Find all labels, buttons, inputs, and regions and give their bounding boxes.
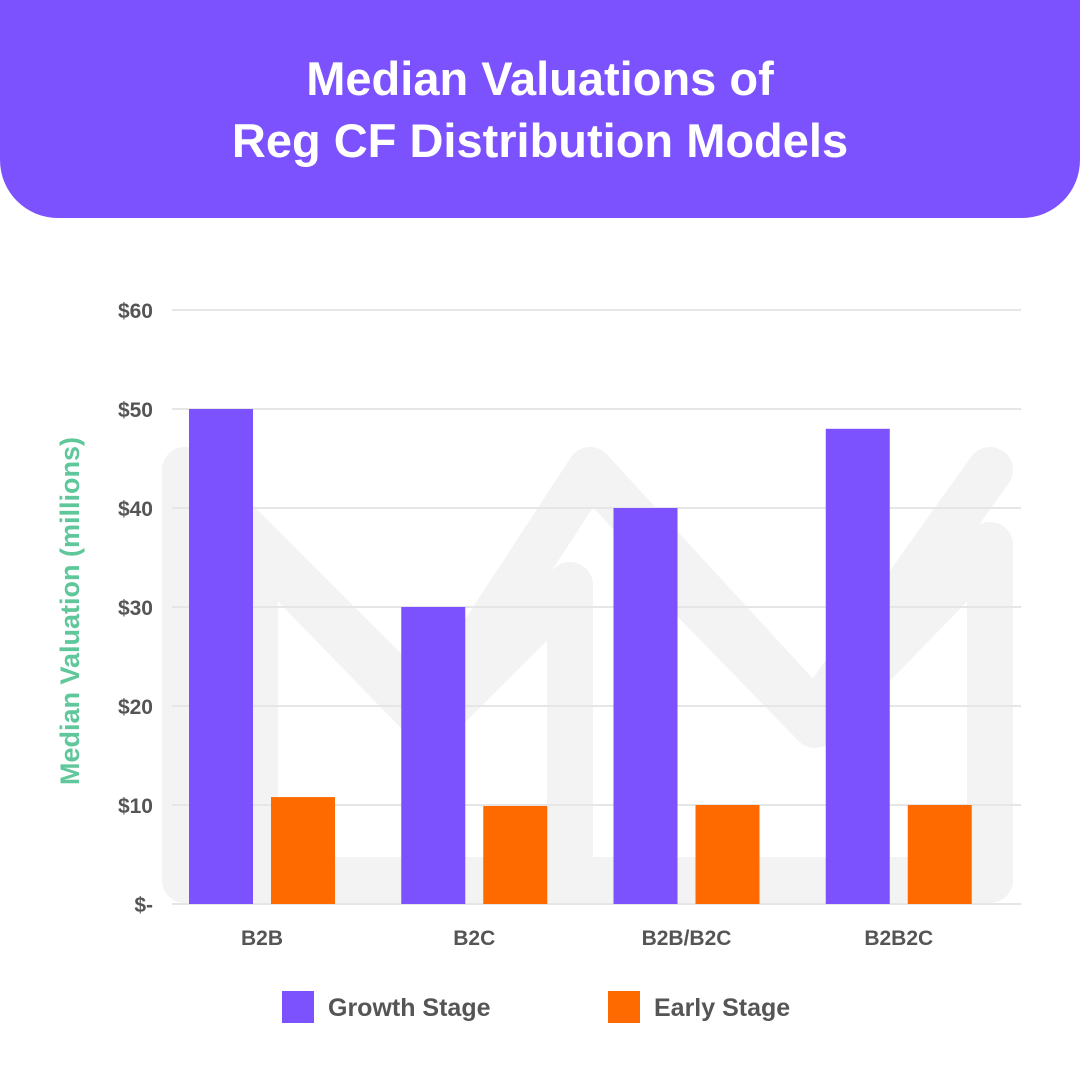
chart-title-line-1: Median Valuations of [306,52,774,105]
x-category-label-1: B2C [453,927,495,950]
y-axis-title: Median Valuation (millions) [55,437,85,785]
bar-b2b2c-growth-stage [825,428,890,904]
x-category-label-2: B2B/B2C [642,927,732,950]
legend-label-1: Early Stage [654,994,790,1022]
header-banner: Median Valuations of Reg CF Distribution… [0,0,1080,218]
y-tick-label-0: $- [134,894,153,917]
legend-label-0: Growth Stage [328,994,491,1022]
legend: Growth Stage Early Stage [282,991,790,1023]
x-axis-category-labels: B2B B2C B2B/B2C B2B2C [241,927,933,950]
legend-swatch-1 [608,991,640,1023]
bar-b2c-growth-stage [401,607,466,904]
y-tick-label-1: $10 [118,795,153,818]
x-category-label-3: B2B2C [864,927,933,950]
legend-swatch-0 [282,991,314,1023]
y-tick-label-2: $20 [118,696,153,719]
bar-b2b-early-stage [271,797,335,904]
y-tick-label-5: $50 [118,399,153,422]
x-category-label-0: B2B [241,927,283,950]
chart-title-line-2: Reg CF Distribution Models [231,114,849,167]
y-axis-tick-labels: $- $10 $20 $30 $40 $50 $60 [118,300,153,917]
bar-b2c-early-stage [483,805,548,904]
bar-b2b-growth-stage [189,409,253,904]
bar-b2b2c-early-stage [907,805,972,904]
bar-b2b-b2c-early-stage [695,805,760,904]
bars [189,409,972,904]
y-tick-label-4: $40 [118,498,153,521]
y-tick-label-3: $30 [118,597,153,620]
y-tick-label-6: $60 [118,300,153,323]
bar-b2b-b2c-growth-stage [613,508,678,904]
